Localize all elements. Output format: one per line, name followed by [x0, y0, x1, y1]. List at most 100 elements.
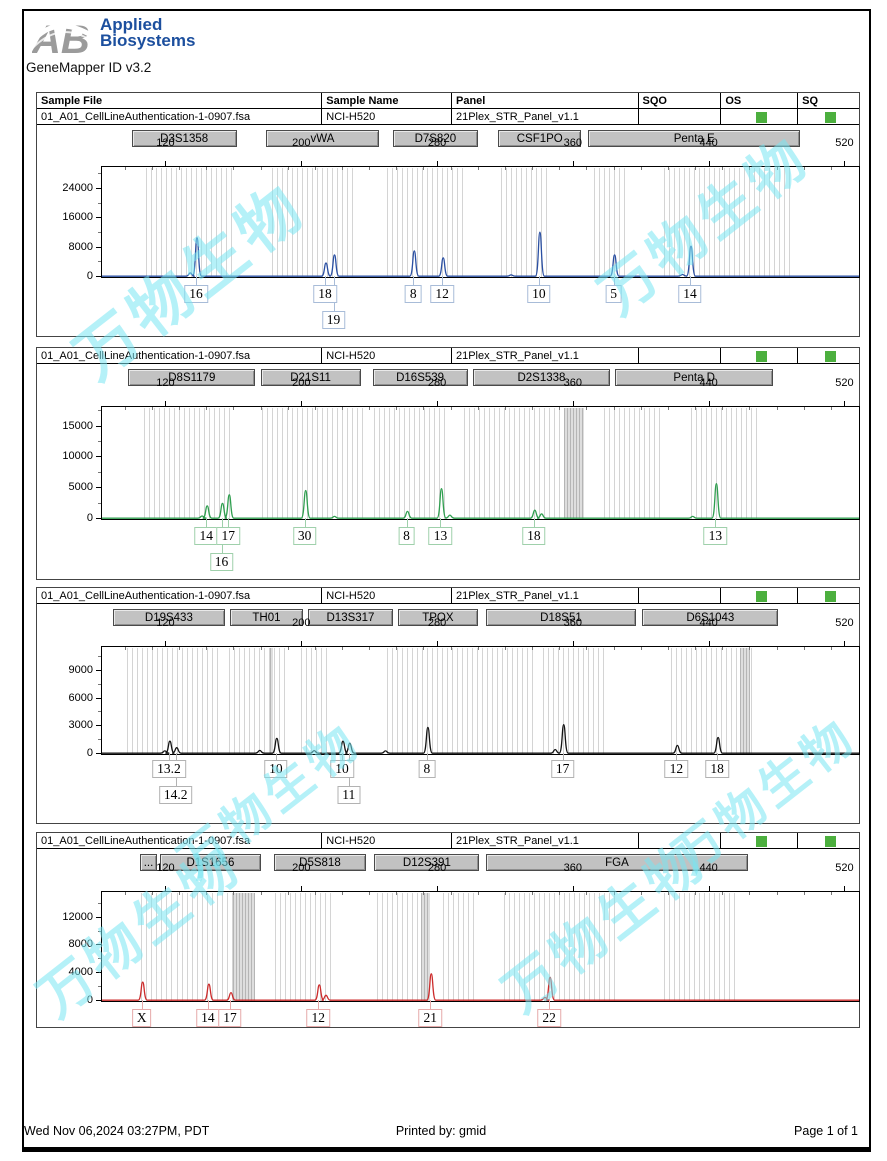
marker-button-th01[interactable]: TH01: [229, 609, 303, 626]
allele-label[interactable]: 18: [705, 760, 729, 778]
sample-table-header-row: Sample File Sample Name Panel SQO OS SQ: [37, 93, 859, 109]
y-axis-minor-tick: [98, 656, 101, 658]
y-axis-minor-tick: [98, 232, 101, 233]
x-axis-tick-label: 280: [427, 377, 447, 389]
allele-label[interactable]: 30: [292, 527, 317, 545]
allele-label[interactable]: 13.2: [152, 760, 186, 778]
os-status: [721, 348, 799, 363]
allele-label[interactable]: 13: [703, 527, 728, 545]
marker-button-d8s1179[interactable]: D8S1179: [128, 369, 256, 386]
col-os: OS: [721, 93, 799, 108]
allele-label[interactable]: 12: [430, 285, 454, 303]
allele-label[interactable]: 10: [527, 285, 551, 303]
marker-button-d6s1043[interactable]: D6S1043: [642, 609, 779, 626]
allele-label[interactable]: 21: [418, 1009, 443, 1027]
allele-label[interactable]: 14: [196, 1009, 220, 1027]
x-axis-minor-tick: [667, 647, 669, 650]
allele-label[interactable]: 14.2: [158, 786, 193, 804]
y-axis-major-tick: [96, 944, 101, 946]
y-axis-tick-label: 3000: [68, 719, 93, 732]
marker-button-d3s1358[interactable]: D3S1358: [131, 130, 237, 147]
marker-button-csf1po[interactable]: CSF1PO: [498, 130, 582, 147]
marker-button-fga[interactable]: FGA: [486, 854, 748, 871]
allele-label-connector: [613, 276, 615, 285]
marker-button-penta-d[interactable]: Penta D: [615, 369, 774, 386]
x-axis-tick-label: 440: [699, 377, 718, 389]
allele-label[interactable]: 10: [330, 760, 354, 778]
x-axis-tick-label: 280: [427, 862, 447, 874]
allele-label[interactable]: 14: [678, 285, 702, 303]
allele-label[interactable]: 17: [218, 1009, 242, 1027]
marker-button-tpox[interactable]: TPOX: [398, 609, 478, 626]
marker-button-penta-e[interactable]: Penta E: [588, 130, 801, 147]
allele-label[interactable]: 8: [404, 285, 422, 303]
y-axis-tick-label: 24000: [62, 182, 93, 194]
allele-label[interactable]: 17: [216, 527, 241, 545]
plot-area: [101, 166, 860, 278]
y-axis-tick-label: 8000: [68, 240, 93, 253]
marker-button-d16s539[interactable]: D16S539: [372, 369, 468, 386]
allele-label[interactable]: 17: [550, 760, 575, 778]
allele-label-connector: [440, 518, 442, 527]
x-axis-minor-tick: [233, 407, 235, 410]
allele-label[interactable]: X: [131, 1009, 152, 1027]
x-axis-major-tick: [437, 641, 439, 646]
allele-label[interactable]: 8: [418, 760, 436, 778]
marker-button-d18s51[interactable]: D18S51: [486, 609, 636, 626]
x-axis-minor-tick: [450, 167, 452, 170]
allele-label[interactable]: 12: [306, 1009, 330, 1027]
y-axis-tick-label: 4000: [68, 966, 93, 979]
allele-label[interactable]: 16: [209, 553, 234, 571]
marker-button-d13s317[interactable]: D13S317: [308, 609, 393, 626]
allele-label[interactable]: 18: [522, 527, 546, 545]
sq-status: [798, 348, 859, 363]
allele-label[interactable]: 12: [664, 760, 689, 778]
marker-button-d19s433[interactable]: D19S433: [112, 609, 225, 626]
allele-label[interactable]: 13: [428, 527, 453, 545]
allele-label[interactable]: 8: [398, 527, 415, 545]
sample-row: 01_A01_CellLineAuthentication-1-0907.fsa…: [37, 833, 859, 849]
allele-bin-lines: [690, 408, 758, 519]
allele-bin-lines: [275, 893, 335, 1001]
x-axis-minor-tick: [776, 647, 778, 650]
x-axis-major-tick: [708, 886, 710, 891]
allele-label[interactable]: 19: [321, 311, 346, 329]
y-axis-major-tick: [96, 518, 101, 519]
y-axis-tick-label: 0: [86, 512, 93, 524]
x-axis-tick-label: 120: [156, 617, 175, 629]
x-axis-minor-tick: [233, 167, 235, 170]
os-status: [721, 109, 799, 124]
allele-bin-lines: [141, 893, 172, 1001]
allele-label[interactable]: 22: [537, 1009, 561, 1027]
marker-button-d1s1656[interactable]: D1S1656: [160, 854, 261, 871]
marker-button-d12s391[interactable]: D12S391: [374, 854, 480, 871]
x-axis-minor-tick: [613, 167, 615, 170]
os-status: [721, 588, 799, 603]
x-axis-minor-tick: [477, 407, 479, 410]
marker-button-amel[interactable]: ...: [140, 854, 157, 871]
allele-label[interactable]: 18: [313, 285, 337, 303]
allele-label[interactable]: 16: [184, 285, 208, 303]
marker-button-d5s818[interactable]: D5S818: [274, 854, 366, 871]
sample-name-value: NCI-H520: [322, 348, 452, 363]
x-axis-minor-tick: [151, 167, 153, 170]
marker-button-d7s820[interactable]: D7S820: [392, 130, 478, 147]
marker-button-vwa[interactable]: vWA: [265, 130, 380, 147]
ab-monogram-icon: AB: [32, 18, 96, 61]
y-axis-major-tick: [96, 753, 101, 754]
y-axis-tick-label: 15000: [62, 419, 93, 432]
x-axis-minor-tick: [667, 167, 669, 170]
marker-button-d21s11[interactable]: D21S11: [260, 369, 361, 386]
allele-label[interactable]: 5: [605, 285, 622, 303]
allele-label[interactable]: 14: [194, 527, 218, 545]
allele-label[interactable]: 11: [337, 786, 361, 804]
x-axis-minor-tick: [206, 167, 208, 170]
marker-button-d2s1338[interactable]: D2S1338: [472, 369, 611, 386]
panel-value: 21Plex_STR_Panel_v1.1: [452, 109, 639, 124]
col-sample-name: Sample Name: [322, 93, 452, 108]
sq-status: [798, 109, 859, 124]
x-axis-minor-tick: [342, 647, 344, 650]
allele-label[interactable]: 10: [264, 760, 288, 778]
x-axis-minor-tick: [559, 647, 561, 650]
y-axis-major-tick: [96, 188, 101, 189]
